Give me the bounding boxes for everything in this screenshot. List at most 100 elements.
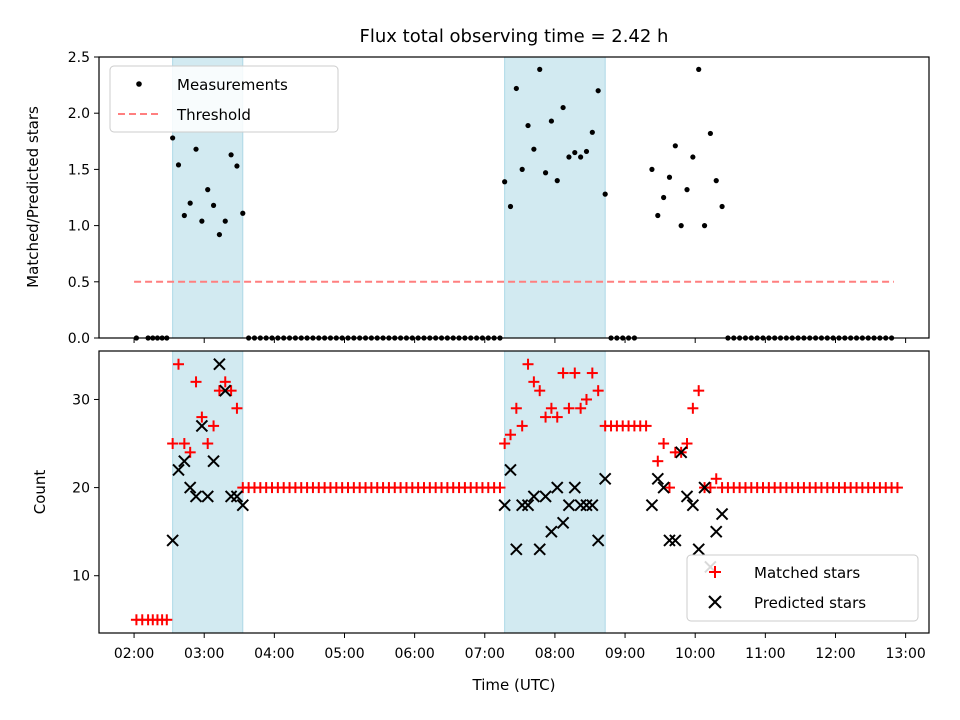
predicted-marker-b	[236, 499, 249, 512]
x-tick-label: 12:00	[815, 646, 855, 662]
y-tick-label: 0.5	[68, 275, 90, 291]
predicted-marker-b	[710, 525, 723, 538]
predicted-marker-b	[539, 490, 552, 503]
matched-star-point	[557, 367, 569, 379]
predicted-marker-b	[224, 490, 238, 503]
predicted-star-point	[515, 499, 529, 512]
measurement-point	[589, 129, 595, 135]
predicted-marker-b	[213, 358, 226, 371]
measurement-point	[187, 200, 193, 206]
legend-measurements-marker	[136, 81, 142, 87]
predicted-star-point	[178, 454, 191, 468]
predicted-star-point	[692, 543, 705, 556]
measurement-point	[519, 166, 525, 172]
y-tick-label: 2.0	[68, 106, 90, 122]
measurement-point	[707, 130, 713, 137]
measurement-point	[578, 154, 584, 160]
predicted-marker-b	[591, 534, 605, 547]
predicted-star-point	[669, 534, 682, 547]
matched-star-point	[580, 393, 592, 405]
predicted-star-point	[598, 472, 612, 485]
predicted-star-point	[657, 481, 670, 494]
matched-star-point	[516, 420, 528, 432]
measurement-point	[690, 154, 696, 160]
predicted-star-point	[686, 499, 700, 512]
predicted-marker-b	[674, 446, 688, 459]
predicted-star-point	[645, 499, 659, 512]
predicted-star-point	[183, 481, 197, 494]
predicted-star-point	[715, 507, 729, 521]
predicted-marker-b	[189, 490, 203, 503]
legend-matched-marker	[709, 566, 721, 578]
measurement-point	[595, 88, 601, 94]
predicted-star-point	[562, 499, 576, 512]
y-tick-label: 1.5	[68, 162, 90, 178]
measurement-point	[666, 174, 673, 180]
predicted-marker-b	[580, 499, 593, 512]
measurement-point	[240, 210, 246, 216]
predicted-star-point	[219, 384, 232, 397]
predicted-star-point	[551, 481, 564, 494]
bottom-y-ticks: 10 20 30	[72, 392, 99, 585]
matched-star-point	[563, 402, 575, 414]
predicted-marker-b	[556, 516, 570, 530]
predicted-marker-b	[545, 525, 558, 538]
matched-star-point	[658, 438, 670, 450]
x-tick-label: 09:00	[605, 646, 645, 662]
predicted-marker-b	[562, 499, 576, 512]
predicted-marker-b	[504, 463, 517, 477]
measurement-point	[548, 118, 555, 124]
predicted-star-point	[504, 463, 517, 477]
predicted-marker-b	[521, 499, 535, 512]
measurement-point	[525, 122, 531, 129]
matched-star-point	[202, 438, 214, 450]
bottom-x-ticks: 02:00 03:00 04:00 05:00 06:00 07:00 08:00 09:00…	[114, 633, 926, 662]
measurement-point	[234, 163, 240, 169]
matched-star-point	[575, 402, 587, 414]
predicted-star-point	[172, 463, 185, 477]
y-tick-label: 30	[72, 392, 90, 408]
matched-star-point	[640, 420, 652, 432]
matched-star-point	[592, 385, 604, 397]
matched-star-point	[510, 402, 522, 414]
predicted-star-point	[591, 534, 605, 547]
measurement-point	[216, 231, 223, 238]
measurement-point	[222, 218, 228, 224]
predicted-star-point	[224, 490, 238, 503]
matched-star-point	[172, 358, 184, 370]
measurement-point	[513, 85, 519, 92]
x-tick-label: 06:00	[394, 646, 434, 662]
measurement-point	[181, 212, 187, 219]
predicted-marker-b	[178, 454, 191, 468]
matched-star-point	[167, 438, 179, 450]
predicted-marker-b	[586, 499, 599, 512]
predicted-star-point	[510, 543, 523, 556]
bottom-legend: Matched stars Predicted stars	[686, 554, 919, 622]
matched-star-point	[161, 614, 173, 626]
predicted-marker-b	[166, 534, 179, 547]
top-x-ticks	[133, 338, 907, 343]
measurement-point	[205, 187, 211, 193]
predicted-star-point	[710, 525, 723, 538]
top-y-axis-label: Matched/Predicted stars	[24, 106, 42, 288]
matched-star-point	[540, 411, 552, 423]
bottom-panel: 10 20 30 02:00 03:00 04:00 05:00 06:00 07:00 08:…	[31, 350, 930, 694]
predicted-marker-b	[692, 543, 705, 556]
measurement-point	[170, 135, 176, 141]
x-tick-label: 13:00	[885, 646, 925, 662]
matched-star-point	[494, 482, 506, 494]
predicted-marker-b	[207, 454, 220, 468]
top-legend: Measurements Threshold	[109, 65, 339, 133]
predicted-marker-b	[669, 534, 682, 547]
predicted-marker-b	[568, 481, 581, 494]
predicted-marker-b	[651, 472, 664, 485]
top-panel: Flux total observing time = 2.42 h 0.00.…	[24, 26, 930, 347]
x-tick-label: 04:00	[254, 646, 294, 662]
measurement-point	[684, 187, 690, 193]
measurement-point	[696, 66, 702, 72]
bottom-legend-box	[686, 554, 919, 622]
measurement-point	[175, 162, 182, 168]
y-tick-label: 1.0	[68, 219, 90, 235]
predicted-marker-b	[551, 481, 564, 494]
predicted-star-point	[213, 358, 226, 371]
